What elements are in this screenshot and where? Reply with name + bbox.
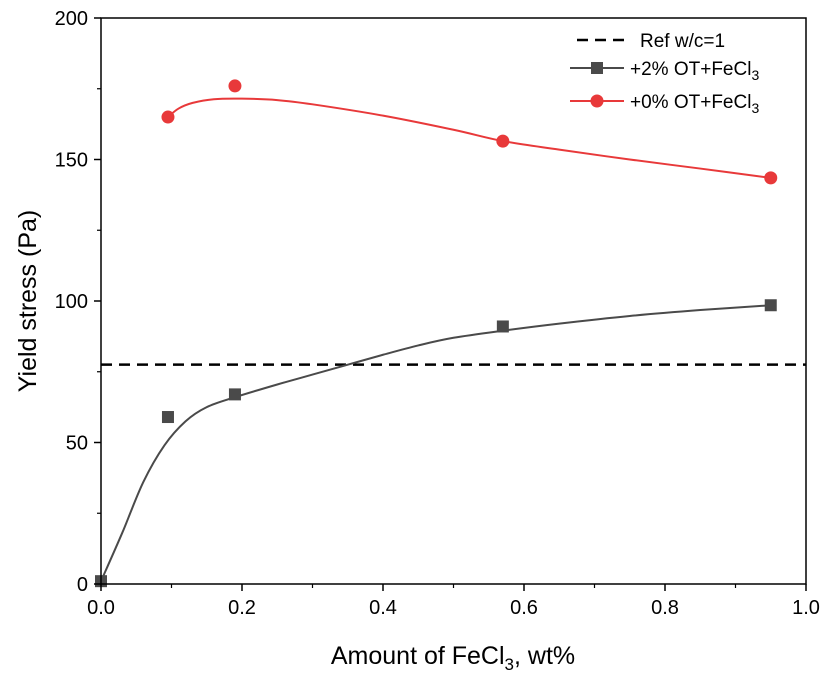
x-tick-label: 0.4 <box>369 597 397 619</box>
series-1-point-2 <box>496 134 510 148</box>
series-1-point-0 <box>161 110 175 124</box>
axis-ticks: 0.0 0.2 0.4 0.6 0.8 1.0 0 50 100 150 200 <box>55 8 820 619</box>
legend-label-2pct: +2% OT+FeCl3 <box>630 59 759 83</box>
legend-series-2pct-marker <box>591 62 603 74</box>
y-tick-label: 150 <box>55 150 88 172</box>
y-axis-title: Yield stress (Pa) <box>14 210 42 392</box>
x-tick-label: 1.0 <box>792 597 820 619</box>
series-1-point-3 <box>764 171 778 185</box>
x-tick-label: 0.6 <box>510 597 538 619</box>
plot-lines <box>100 97 806 582</box>
series-1-fit-line <box>167 97 771 179</box>
series-1-point-1 <box>228 79 242 93</box>
legend-label-0pct: +0% OT+FeCl3 <box>630 92 759 116</box>
y-tick-label: 100 <box>55 291 88 313</box>
legend-series-0pct-marker <box>590 94 604 108</box>
series-0-point-4 <box>764 299 777 312</box>
y-tick-label: 200 <box>55 8 88 30</box>
legend-label-ref: Ref w/c=1 <box>640 31 725 52</box>
series-0-point-2 <box>228 388 241 401</box>
x-tick-label: 0.2 <box>228 597 256 619</box>
series-0-fit-line <box>100 304 771 582</box>
y-tick-label: 50 <box>66 433 88 455</box>
legend: Ref w/c=1 +2% OT+FeCl3 +0% OT+FeCl3 <box>570 31 759 116</box>
y-tick-label: 0 <box>77 574 88 596</box>
x-tick-label: 0.8 <box>651 597 679 619</box>
x-axis-title: Amount of FeCl3, wt% <box>331 642 575 674</box>
series-0-point-3 <box>496 320 509 333</box>
data-markers <box>95 79 778 588</box>
series-0-point-1 <box>161 411 174 424</box>
x-tick-label: 0.0 <box>87 597 115 619</box>
